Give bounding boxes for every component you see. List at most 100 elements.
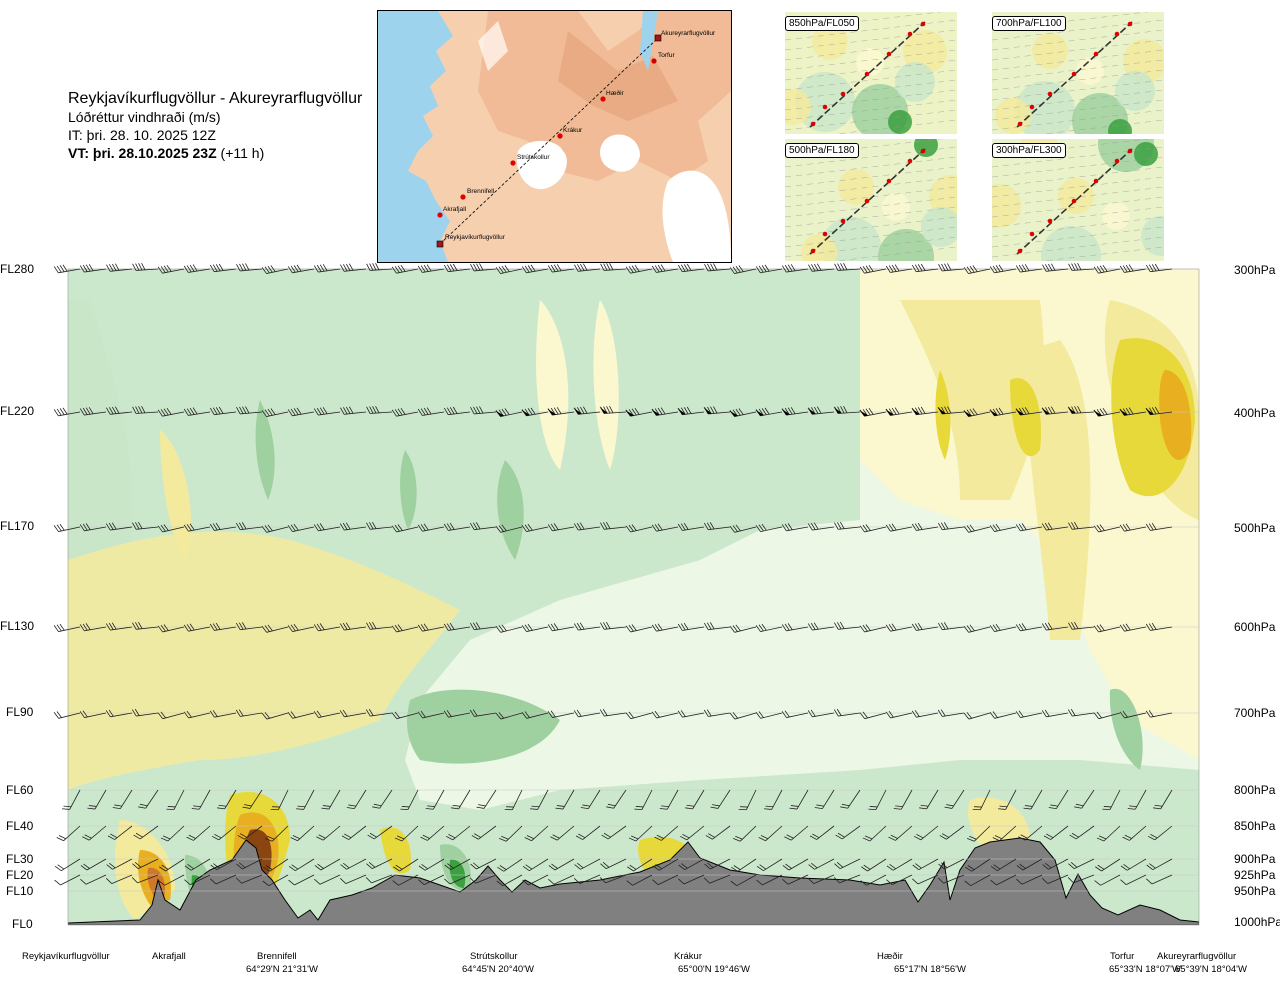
wind-barb (651, 710, 679, 719)
wind-barb (313, 407, 341, 416)
wind-barb (729, 712, 757, 720)
route-point (651, 58, 657, 64)
wind-barb (346, 789, 367, 810)
wind-barb (1068, 262, 1095, 271)
wind-barb (789, 789, 809, 810)
wind-barb (729, 265, 757, 274)
wind-barb (755, 407, 783, 417)
wind-barb (186, 825, 211, 841)
wind-barb (1146, 858, 1173, 871)
terrain (68, 837, 1199, 925)
wind-barb (107, 825, 133, 840)
fl-label: FL20 (6, 868, 34, 882)
wind-barb (391, 264, 419, 274)
wind-barb (885, 710, 913, 719)
wind-barb (1067, 874, 1095, 884)
wind-barb (495, 524, 523, 533)
wind-barb (1094, 874, 1121, 886)
wind-barb (132, 405, 159, 414)
field-up (900, 300, 1044, 500)
wind-barb (443, 263, 471, 273)
level-map-svg (785, 12, 957, 134)
wind-barb (886, 874, 913, 886)
wind-barb (703, 522, 731, 531)
wind-barb (157, 264, 185, 274)
wind-barb (625, 624, 653, 633)
wind-barb (391, 624, 419, 633)
wind-barb (840, 789, 861, 809)
wind-barb (261, 624, 289, 633)
wind-barb (547, 264, 575, 273)
wind-barb (972, 789, 991, 811)
wind-barb (859, 407, 887, 417)
wind-barb (651, 264, 679, 273)
wind-barb (210, 874, 237, 885)
fl-label: FL130 (0, 619, 35, 633)
wind-barb (443, 710, 471, 718)
wind-barb (1041, 874, 1069, 884)
field-strong-up (935, 370, 951, 460)
wind-barb (235, 522, 263, 531)
wind-barb (417, 710, 445, 719)
wind-barb (263, 858, 289, 872)
wind-barb (425, 789, 445, 810)
wind-barb (372, 789, 393, 809)
wind-barb (1015, 407, 1043, 416)
wind-barb (1145, 406, 1173, 416)
wind-barb (391, 407, 419, 417)
waypoint-coord: 65°17'N 18°56'W (894, 964, 966, 975)
route-point-label: Torfur (658, 52, 675, 59)
wind-barb (470, 263, 497, 272)
wind-barb (183, 523, 211, 532)
wind-barb (808, 858, 835, 870)
fl-label: FL40 (6, 819, 34, 833)
wind-barb (79, 710, 107, 718)
field-down2 (255, 400, 275, 500)
wind-barb (677, 263, 705, 273)
wind-barb (184, 874, 211, 886)
wind-barb (365, 708, 393, 717)
wind-barb (287, 623, 315, 632)
wind-barb (366, 405, 393, 414)
wind-barb (862, 825, 887, 842)
waypoint-label: Reykjavíkurflugvöllur (22, 951, 110, 962)
field-up (968, 797, 1030, 845)
wind-barb (339, 709, 367, 718)
wind-barb (573, 522, 601, 531)
wind-barb (834, 858, 861, 870)
hpa-label: 300hPa (1234, 263, 1276, 277)
wind-barb (1146, 874, 1173, 885)
wind-barb (912, 858, 939, 871)
wind-barb (885, 264, 913, 273)
wind-barb (314, 858, 341, 871)
wind-barb (1145, 263, 1173, 273)
wind-barb (703, 622, 731, 631)
wind-barb (1119, 264, 1147, 273)
wind-barb (495, 265, 523, 274)
waypoint-label: Krákur (674, 951, 702, 962)
wind-barb (599, 874, 627, 884)
wind-barb (1119, 710, 1147, 719)
hpa-label: 600hPa (1234, 620, 1276, 634)
wind-barb (732, 825, 757, 842)
wind-barb (730, 874, 757, 887)
wind-barb (782, 858, 809, 871)
wind-barb (54, 874, 81, 886)
field-up (1027, 340, 1091, 640)
wind-barb (105, 709, 133, 718)
hpa-label: 850hPa (1234, 819, 1276, 833)
wind-barb (1119, 623, 1147, 632)
wind-barb (911, 263, 939, 273)
wind-barb (522, 858, 549, 871)
wind-barb (443, 406, 471, 416)
wind-barb (625, 264, 653, 274)
wind-barb (133, 825, 159, 840)
wind-barb (62, 789, 81, 810)
wind-barb (652, 874, 679, 886)
wind-barb (366, 521, 393, 530)
wind-barb (79, 407, 107, 416)
wind-barb (677, 622, 705, 631)
wind-barb (112, 789, 133, 810)
hpa-label: 500hPa (1234, 521, 1276, 535)
